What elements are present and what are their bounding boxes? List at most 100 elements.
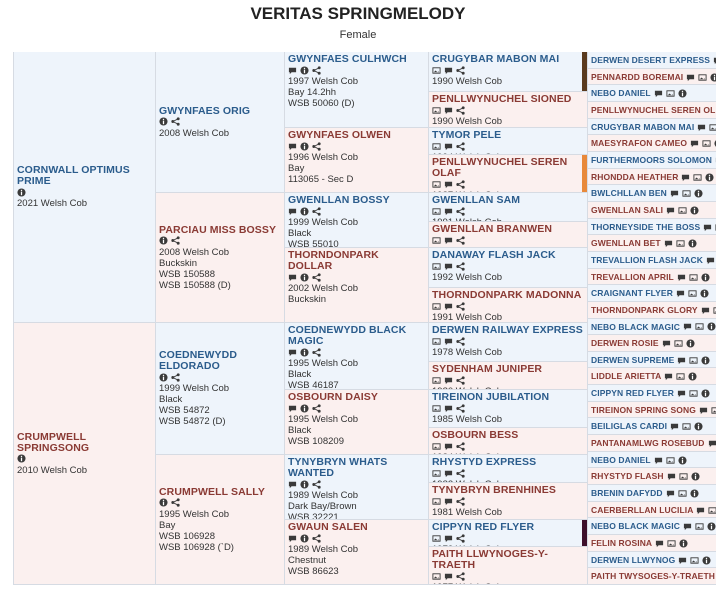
horse-name[interactable]: GWYNFAES OLWEN xyxy=(288,129,391,141)
horse-name[interactable]: PENLLWYNUCHEL SEREN OLAF xyxy=(432,156,568,179)
image-icon[interactable] xyxy=(682,189,691,198)
image-icon[interactable] xyxy=(666,89,675,98)
image-icon[interactable] xyxy=(432,207,441,216)
image-icon[interactable] xyxy=(702,139,711,148)
comment-icon[interactable] xyxy=(683,522,692,531)
comment-icon[interactable] xyxy=(713,56,716,65)
image-icon[interactable] xyxy=(667,539,676,548)
comment-icon[interactable] xyxy=(288,404,297,413)
tree-icon[interactable] xyxy=(456,534,465,543)
tree-icon[interactable] xyxy=(456,442,465,451)
tree-icon[interactable] xyxy=(312,66,321,75)
info-icon[interactable] xyxy=(700,289,709,298)
comment-icon[interactable] xyxy=(699,406,708,415)
horse-name[interactable]: CRUGYBAR MABON MAI xyxy=(591,121,695,132)
horse-name[interactable]: CIPPYN RED FLYER xyxy=(591,388,674,399)
comment-icon[interactable] xyxy=(288,142,297,151)
comment-icon[interactable] xyxy=(703,223,712,232)
horse-name[interactable]: BWLCHLLAN BEN xyxy=(591,188,667,199)
info-icon[interactable] xyxy=(690,489,699,498)
horse-name[interactable]: GWAUN SALEN xyxy=(288,521,368,533)
horse-name[interactable]: OSBOURN DAISY xyxy=(288,391,378,403)
tree-icon[interactable] xyxy=(456,404,465,413)
horse-name[interactable]: BEILIGLAS CARDI xyxy=(591,421,668,432)
info-icon[interactable] xyxy=(159,117,168,127)
tree-icon[interactable] xyxy=(456,469,465,478)
tree-icon[interactable] xyxy=(312,207,321,216)
tree-icon[interactable] xyxy=(171,236,180,246)
comment-icon[interactable] xyxy=(444,404,453,413)
comment-icon[interactable] xyxy=(288,273,297,282)
horse-name[interactable]: PAITH LLWYNOGES-Y-TRAETH xyxy=(432,548,548,571)
comment-icon[interactable] xyxy=(677,273,686,282)
comment-icon[interactable] xyxy=(288,66,297,75)
image-icon[interactable] xyxy=(682,422,691,431)
comment-icon[interactable] xyxy=(678,556,687,565)
info-icon[interactable] xyxy=(694,422,703,431)
horse-name[interactable]: GWYNFAES CULHWCH xyxy=(288,53,407,65)
comment-icon[interactable] xyxy=(288,534,297,543)
image-icon[interactable] xyxy=(432,442,441,451)
image-icon[interactable] xyxy=(432,262,441,271)
comment-icon[interactable] xyxy=(444,236,453,245)
tree-icon[interactable] xyxy=(456,236,465,245)
info-icon[interactable] xyxy=(707,522,716,531)
info-icon[interactable] xyxy=(300,66,309,75)
horse-name[interactable]: LIDDLE ARIETTA xyxy=(591,371,662,382)
image-icon[interactable] xyxy=(674,339,683,348)
horse-name[interactable]: GWENLLAN BRANWEN xyxy=(432,223,553,235)
comment-icon[interactable] xyxy=(664,239,673,248)
horse-name[interactable]: GWENLLAN BET xyxy=(591,238,661,249)
info-icon[interactable] xyxy=(701,356,710,365)
comment-icon[interactable] xyxy=(444,142,453,151)
info-icon[interactable] xyxy=(300,207,309,216)
image-icon[interactable] xyxy=(432,106,441,115)
image-icon[interactable] xyxy=(432,236,441,245)
image-icon[interactable] xyxy=(432,180,441,189)
horse-name[interactable]: FURTHERMOORS SOLOMON xyxy=(591,154,712,165)
comment-icon[interactable] xyxy=(670,422,679,431)
image-icon[interactable] xyxy=(708,506,716,515)
horse-name[interactable]: TYMOR PELE xyxy=(432,129,502,141)
comment-icon[interactable] xyxy=(667,472,676,481)
horse-name[interactable]: SYDENHAM JUNIPER xyxy=(432,363,543,375)
horse-name[interactable]: PENLLWYNUCHEL SIONED xyxy=(432,93,572,105)
comment-icon[interactable] xyxy=(706,256,715,265)
info-icon[interactable] xyxy=(688,239,697,248)
tree-icon[interactable] xyxy=(312,273,321,282)
tree-icon[interactable] xyxy=(456,180,465,189)
info-icon[interactable] xyxy=(702,556,711,565)
image-icon[interactable] xyxy=(678,489,687,498)
comment-icon[interactable] xyxy=(444,262,453,271)
horse-name[interactable]: DERWEN SUPREME xyxy=(591,354,675,365)
horse-name[interactable]: OSBOURN BESS xyxy=(432,429,519,441)
comment-icon[interactable] xyxy=(444,106,453,115)
info-icon[interactable] xyxy=(300,348,309,357)
horse-name[interactable]: MAESYRAFON CAMEO xyxy=(591,138,688,149)
tree-icon[interactable] xyxy=(456,262,465,271)
comment-icon[interactable] xyxy=(444,376,453,385)
tree-icon[interactable] xyxy=(456,207,465,216)
info-icon[interactable] xyxy=(678,456,687,465)
image-icon[interactable] xyxy=(432,142,441,151)
info-icon[interactable] xyxy=(17,454,26,464)
horse-name[interactable]: CAERBERLLAN LUCILIA xyxy=(591,504,694,515)
image-icon[interactable] xyxy=(709,123,716,132)
horse-name[interactable]: TIREINON JUBILATION xyxy=(432,391,550,403)
image-icon[interactable] xyxy=(432,66,441,75)
comment-icon[interactable] xyxy=(444,180,453,189)
tree-icon[interactable] xyxy=(456,302,465,311)
image-icon[interactable] xyxy=(432,337,441,346)
info-icon[interactable] xyxy=(300,480,309,489)
image-icon[interactable] xyxy=(711,406,716,415)
comment-icon[interactable] xyxy=(654,89,663,98)
info-icon[interactable] xyxy=(705,173,715,182)
comment-icon[interactable] xyxy=(664,372,673,381)
tree-icon[interactable] xyxy=(171,117,180,127)
comment-icon[interactable] xyxy=(444,66,453,75)
comment-icon[interactable] xyxy=(444,572,453,581)
image-icon[interactable] xyxy=(689,389,698,398)
info-icon[interactable] xyxy=(300,142,309,151)
horse-name[interactable]: TYNYBRYN BRENHINES xyxy=(432,484,556,496)
image-icon[interactable] xyxy=(679,472,688,481)
